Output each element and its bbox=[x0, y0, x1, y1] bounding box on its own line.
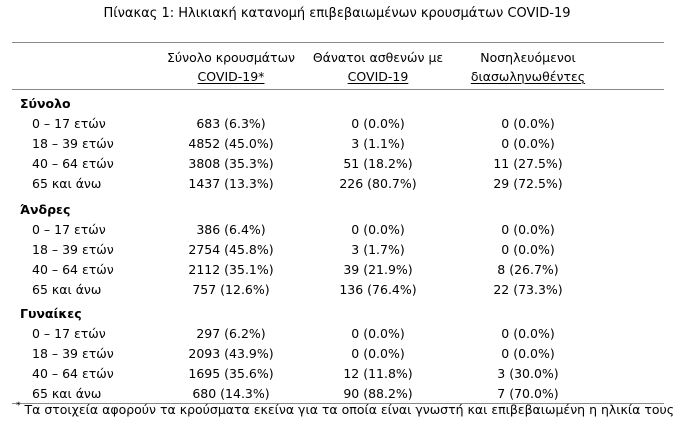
cases-cell: 683 (6.3%) bbox=[196, 116, 266, 131]
table-row: 65 και άνω 680 (14.3%) 90 (88.2%) 7 (70.… bbox=[0, 384, 674, 404]
footnote-text: Τα στοιχεία αφορούν τα κρούσματα εκείνα … bbox=[24, 402, 674, 417]
cases-cell: 386 (6.4%) bbox=[196, 222, 266, 237]
intubated-cell: 0 (0.0%) bbox=[501, 136, 555, 151]
cases-cell: 1437 (13.3%) bbox=[188, 176, 274, 191]
deaths-cell: 226 (80.7%) bbox=[339, 176, 417, 191]
intubated-cell: 0 (0.0%) bbox=[501, 242, 555, 257]
cases-cell: 2754 (45.8%) bbox=[188, 242, 274, 257]
bottom-rule bbox=[12, 403, 664, 404]
table-row: 40 – 64 ετών 3808 (35.3%) 51 (18.2%) 11 … bbox=[0, 154, 674, 174]
deaths-cell: 0 (0.0%) bbox=[351, 346, 405, 361]
intubated-cell: 8 (26.7%) bbox=[497, 262, 559, 277]
deaths-cell: 0 (0.0%) bbox=[351, 222, 405, 237]
intubated-cell: 0 (0.0%) bbox=[501, 222, 555, 237]
deaths-cell: 3 (1.7%) bbox=[351, 242, 405, 257]
age-cell: 40 – 64 ετών bbox=[32, 156, 114, 171]
cases-cell: 2093 (43.9%) bbox=[188, 346, 274, 361]
intubated-cell: 0 (0.0%) bbox=[501, 116, 555, 131]
age-cell: 40 – 64 ετών bbox=[32, 366, 114, 381]
table-row: 65 και άνω 1437 (13.3%) 226 (80.7%) 29 (… bbox=[0, 174, 674, 194]
footnote: * Τα στοιχεία αφορούν τα κρούσματα εκείν… bbox=[16, 401, 674, 417]
table-row: 40 – 64 ετών 1695 (35.6%) 12 (11.8%) 3 (… bbox=[0, 364, 674, 384]
column-header-intubated: Νοσηλευόμενοι διασωληνωθέντες bbox=[458, 48, 598, 86]
deaths-cell: 12 (11.8%) bbox=[343, 366, 413, 381]
cases-cell: 2112 (35.1%) bbox=[188, 262, 274, 277]
footnote-marker: * bbox=[16, 401, 21, 411]
cases-cell: 757 (12.6%) bbox=[192, 282, 270, 297]
deaths-cell: 51 (18.2%) bbox=[343, 156, 413, 171]
cases-cell: 297 (6.2%) bbox=[196, 326, 266, 341]
table-row: 0 – 17 ετών 683 (6.3%) 0 (0.0%) 0 (0.0%) bbox=[0, 114, 674, 134]
deaths-cell: 90 (88.2%) bbox=[343, 386, 413, 401]
column-header-line: διασωληνωθέντες bbox=[470, 69, 586, 84]
intubated-cell: 29 (72.5%) bbox=[493, 176, 563, 191]
age-cell: 65 και άνω bbox=[32, 176, 102, 191]
table-row: 40 – 64 ετών 2112 (35.1%) 39 (21.9%) 8 (… bbox=[0, 260, 674, 280]
group-label-women: Γυναίκες bbox=[20, 306, 82, 321]
intubated-cell: 11 (27.5%) bbox=[493, 156, 563, 171]
group-label-men: Άνδρες bbox=[20, 202, 71, 217]
age-cell: 18 – 39 ετών bbox=[32, 346, 114, 361]
cases-cell: 1695 (35.6%) bbox=[188, 366, 274, 381]
column-header-line: Θάνατοι ασθενών με bbox=[312, 50, 444, 65]
table-row: 0 – 17 ετών 386 (6.4%) 0 (0.0%) 0 (0.0%) bbox=[0, 220, 674, 240]
table-row: 18 – 39 ετών 2093 (43.9%) 0 (0.0%) 0 (0.… bbox=[0, 344, 674, 364]
table-row: 65 και άνω 757 (12.6%) 136 (76.4%) 22 (7… bbox=[0, 280, 674, 300]
age-cell: 0 – 17 ετών bbox=[32, 116, 106, 131]
cases-cell: 680 (14.3%) bbox=[192, 386, 270, 401]
intubated-cell: 0 (0.0%) bbox=[501, 346, 555, 361]
column-header-line: Σύνολο κρουσμάτων bbox=[166, 50, 296, 65]
top-rule bbox=[12, 42, 664, 43]
age-cell: 65 και άνω bbox=[32, 386, 102, 401]
deaths-cell: 136 (76.4%) bbox=[339, 282, 417, 297]
table-row: 0 – 17 ετών 297 (6.2%) 0 (0.0%) 0 (0.0%) bbox=[0, 324, 674, 344]
group-label-total: Σύνολο bbox=[20, 96, 71, 111]
age-cell: 18 – 39 ετών bbox=[32, 242, 114, 257]
intubated-cell: 0 (0.0%) bbox=[501, 326, 555, 341]
column-header-line: COVID-19 bbox=[347, 69, 409, 84]
intubated-cell: 3 (30.0%) bbox=[497, 366, 559, 381]
age-cell: 40 – 64 ετών bbox=[32, 262, 114, 277]
deaths-cell: 3 (1.1%) bbox=[351, 136, 405, 151]
deaths-cell: 39 (21.9%) bbox=[343, 262, 413, 277]
table-row: 18 – 39 ετών 2754 (45.8%) 3 (1.7%) 0 (0.… bbox=[0, 240, 674, 260]
table-row: 18 – 39 ετών 4852 (45.0%) 3 (1.1%) 0 (0.… bbox=[0, 134, 674, 154]
age-cell: 65 και άνω bbox=[32, 282, 102, 297]
age-cell: 0 – 17 ετών bbox=[32, 222, 106, 237]
age-cell: 18 – 39 ετών bbox=[32, 136, 114, 151]
deaths-cell: 0 (0.0%) bbox=[351, 116, 405, 131]
cases-cell: 3808 (35.3%) bbox=[188, 156, 274, 171]
header-rule bbox=[12, 89, 664, 90]
intubated-cell: 7 (70.0%) bbox=[497, 386, 559, 401]
column-header-line: COVID-19* bbox=[197, 69, 265, 84]
age-cell: 0 – 17 ετών bbox=[32, 326, 106, 341]
intubated-cell: 22 (73.3%) bbox=[493, 282, 563, 297]
cases-cell: 4852 (45.0%) bbox=[188, 136, 274, 151]
column-header-cases: Σύνολο κρουσμάτων COVID-19* bbox=[166, 48, 296, 86]
column-header-deaths: Θάνατοι ασθενών με COVID-19 bbox=[310, 48, 446, 86]
deaths-cell: 0 (0.0%) bbox=[351, 326, 405, 341]
table-title: Πίνακας 1: Ηλικιακή κατανομή επιβεβαιωμέ… bbox=[103, 6, 571, 21]
column-header-line: Νοσηλευόμενοι bbox=[480, 50, 576, 65]
